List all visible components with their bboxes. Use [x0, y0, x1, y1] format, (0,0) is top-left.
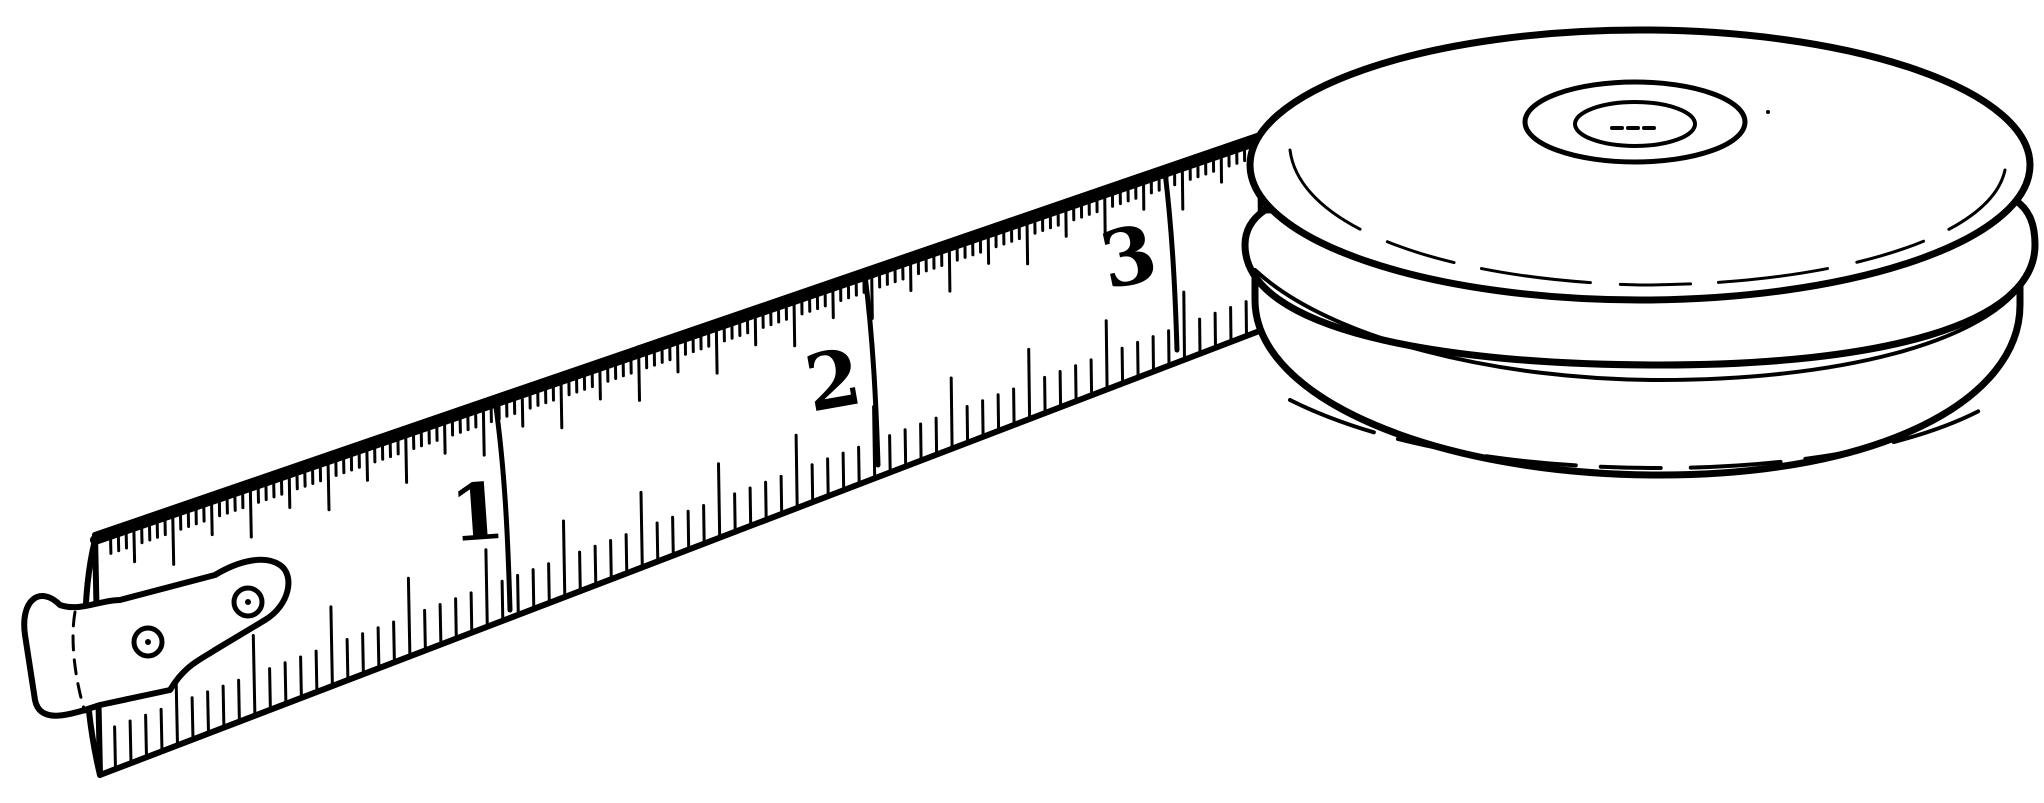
case-lid: [1250, 30, 2030, 300]
tick-bottom: [253, 636, 255, 716]
tick-bottom: [967, 407, 968, 443]
tick-bottom: [766, 482, 767, 520]
tick-bottom: [378, 628, 379, 668]
tick-top: [367, 447, 368, 481]
tick-bottom: [208, 692, 209, 734]
tick-bottom: [161, 709, 162, 751]
tick-top: [833, 287, 834, 318]
tick-bottom: [673, 517, 674, 555]
tick-top: [794, 300, 795, 346]
tick-bottom: [130, 721, 131, 763]
tick-bottom: [533, 570, 534, 609]
tick-bottom: [951, 378, 952, 449]
tick-bottom: [936, 418, 937, 455]
tick-bottom: [1029, 349, 1030, 419]
tick-top: [134, 527, 135, 562]
tick-bottom: [1091, 360, 1092, 395]
tick-bottom: [750, 488, 751, 526]
tick-bottom: [781, 476, 782, 514]
tick-top: [716, 327, 717, 373]
tick-bottom: [921, 424, 922, 461]
tick-bottom: [998, 395, 999, 431]
tick-bottom: [1014, 389, 1015, 425]
tick-bottom: [796, 435, 797, 508]
tick-bottom: [347, 640, 348, 681]
hook-rivet-right-center: [245, 599, 251, 605]
case-speck: [1766, 110, 1770, 114]
tick-bottom: [595, 546, 596, 585]
tick-bottom: [564, 521, 565, 597]
tick-top: [949, 247, 950, 291]
tape-label-1: 1: [447, 466, 507, 561]
tick-bottom: [580, 552, 581, 591]
tick-bottom: [626, 535, 627, 574]
tick-bottom: [905, 430, 906, 467]
tick-top: [1027, 220, 1028, 264]
tick-top: [289, 473, 290, 507]
tick-bottom: [456, 599, 457, 639]
tick-bottom: [408, 578, 410, 656]
tick-bottom: [518, 575, 519, 614]
tick-bottom: [316, 651, 317, 692]
tick-bottom: [192, 698, 193, 740]
tick-bottom: [812, 465, 813, 502]
tick-bottom: [146, 715, 147, 757]
tick-top: [212, 500, 213, 535]
tick-bottom: [549, 564, 550, 603]
tick-bottom: [828, 459, 829, 496]
tick-bottom: [1138, 342, 1139, 377]
tick-top: [173, 513, 174, 564]
tick-top: [250, 487, 251, 537]
tick-bottom: [223, 686, 224, 727]
tick-bottom: [1060, 372, 1061, 408]
tick-bottom: [1045, 377, 1046, 413]
tick-top: [639, 353, 640, 400]
tick-top: [561, 380, 562, 428]
tick-bottom: [641, 492, 642, 567]
tick-top: [755, 313, 756, 345]
tick-top: [1182, 167, 1183, 209]
tick-top: [406, 433, 407, 482]
tick-bottom: [843, 453, 844, 490]
tick-bottom: [859, 447, 860, 484]
tick-top: [445, 420, 446, 453]
tick-bottom: [890, 436, 891, 473]
tick-bottom: [719, 464, 720, 538]
tick-bottom: [440, 605, 441, 645]
tick-bottom: [611, 541, 612, 580]
case-hub-inner: [1575, 102, 1695, 146]
tick-bottom: [239, 680, 240, 721]
tick-bottom: [486, 550, 487, 627]
tick-bottom: [735, 494, 736, 532]
tick-top: [872, 273, 873, 318]
tick-top: [483, 407, 484, 455]
tick-top: [522, 393, 523, 426]
tick-bottom: [1122, 348, 1123, 383]
hook-rivet-left-center: [145, 639, 151, 645]
tape-case: [1245, 30, 2035, 475]
tick-top: [600, 367, 601, 399]
tick-bottom: [331, 607, 333, 686]
tick-bottom: [285, 663, 286, 704]
tick-bottom: [1076, 366, 1077, 402]
tick-bottom: [1106, 321, 1107, 390]
tick-top: [678, 340, 679, 372]
tick-bottom: [704, 506, 705, 544]
tick-bottom: [270, 669, 271, 710]
tape-blade: [85, 135, 1262, 775]
tick-bottom: [425, 610, 426, 650]
tick-bottom: [657, 523, 658, 561]
tick-bottom: [471, 593, 472, 633]
tick-bottom: [502, 581, 503, 621]
tick-bottom: [301, 657, 302, 698]
tick-bottom: [115, 727, 116, 769]
tick-bottom: [983, 401, 984, 437]
tick-top: [328, 460, 329, 510]
tick-bottom: [1184, 292, 1185, 360]
tick-bottom: [688, 511, 689, 549]
tick-bottom: [394, 622, 395, 662]
tick-bottom: [363, 634, 364, 674]
